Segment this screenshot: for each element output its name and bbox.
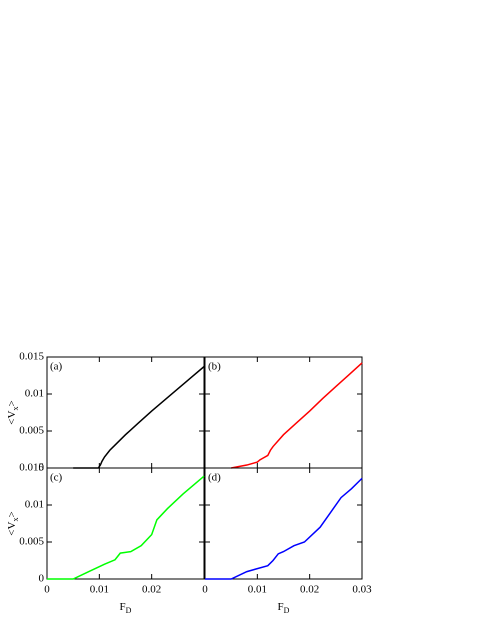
plot-frame (204, 356, 363, 469)
subscript: D (126, 606, 132, 615)
y-tick-label: 0.01 (25, 499, 44, 511)
subscript: x (11, 518, 20, 522)
data-line (205, 477, 363, 580)
label-part: <V (6, 410, 18, 424)
x-tick-label: 0.01 (248, 584, 267, 596)
label-part: F (120, 601, 126, 613)
panel-label: (a) (50, 361, 63, 373)
subscript: x (11, 407, 20, 411)
data-line (231, 362, 363, 469)
x-tick-label: 0 (202, 584, 208, 596)
y-tick-label: 0.015 (19, 351, 44, 363)
y-tick-label: 0.01 (25, 388, 44, 400)
y-tick-label: 0.005 (19, 536, 44, 548)
x-tick-label: 0 (44, 584, 50, 596)
y-axis-label: <Vx> (6, 511, 21, 535)
y-tick-label: 0 (39, 573, 45, 585)
panel-label: (d) (208, 472, 221, 484)
x-tick-label: 0.02 (300, 584, 319, 596)
plot-frame (204, 467, 363, 580)
x-axis-label: FD (120, 601, 132, 616)
plot-frame (46, 467, 205, 580)
x-axis-label: FD (278, 601, 290, 616)
x-tick-label: 0.01 (90, 584, 109, 596)
label-part: > (6, 400, 18, 406)
plot-frame (46, 356, 205, 469)
x-tick-label: 0.02 (142, 584, 161, 596)
x-tick-label: 0.03 (352, 584, 372, 596)
y-tick-label: 0 (39, 462, 45, 474)
y-tick-label: 0.005 (19, 425, 44, 437)
panel-label: (c) (50, 472, 63, 484)
y-tick-label: 0.015 (19, 462, 44, 474)
label-part: F (278, 601, 284, 613)
data-line (47, 475, 205, 580)
panel-label: (b) (208, 361, 221, 373)
label-part: > (6, 511, 18, 517)
label-part: <V (6, 521, 18, 535)
data-line (73, 366, 205, 469)
y-axis-label: <Vx> (6, 400, 21, 424)
subscript: D (284, 606, 290, 615)
